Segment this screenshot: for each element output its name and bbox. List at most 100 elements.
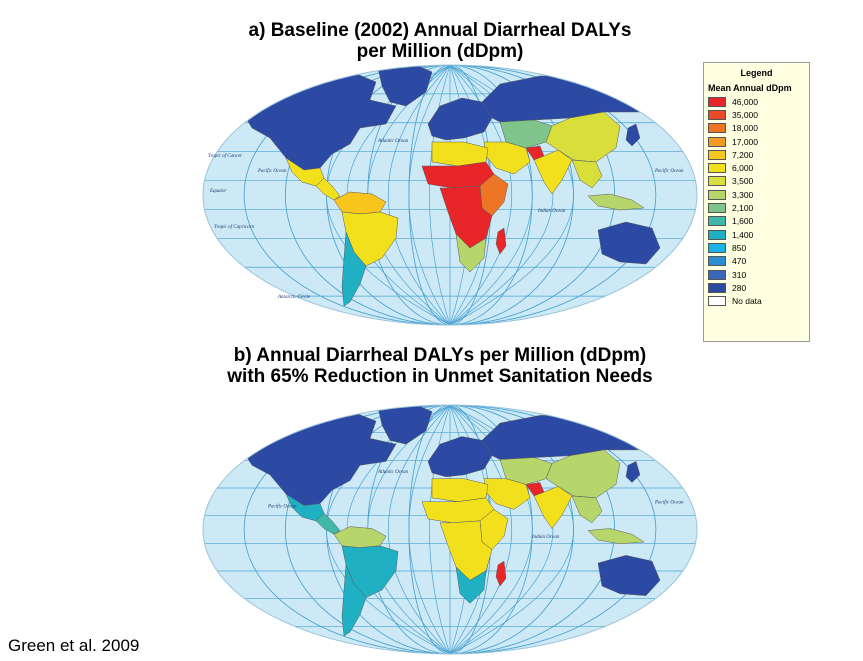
legend-item: 1,400	[704, 228, 809, 241]
map-a-title-line2: per Million (dDpm)	[356, 41, 524, 62]
legend-label: 7,200	[732, 149, 754, 160]
legend-label: 1,400	[732, 229, 754, 240]
legend-swatch	[708, 282, 726, 293]
legend-label: 1,600	[732, 216, 754, 227]
legend-swatch	[708, 149, 726, 160]
legend-item: 850	[704, 241, 809, 254]
legend-item: 46,000	[704, 95, 809, 108]
legend-label: 3,500	[732, 176, 754, 187]
ocean-label: Atlantic Ocean	[377, 470, 409, 475]
legend-swatch	[708, 96, 726, 107]
region-central-america	[315, 177, 341, 201]
legend-label: 46,000	[732, 96, 758, 107]
region-middle-east	[483, 141, 531, 175]
legend-label: 18,000	[732, 123, 758, 134]
legend-item: 7,200	[704, 148, 809, 161]
citation: Green et al. 2009	[8, 636, 140, 655]
region-china	[545, 449, 621, 499]
legend-item: 6,000	[704, 161, 809, 174]
region-southeast-asia	[571, 159, 603, 189]
map-a-title-line1: a) Baseline (2002) Annual Diarrheal DALY…	[248, 20, 632, 41]
region-india	[533, 486, 573, 529]
legend-swatch	[708, 203, 726, 214]
region-indonesia	[587, 193, 645, 211]
region-australia	[597, 221, 661, 265]
legend-label: 6,000	[732, 163, 754, 174]
legend-swatch	[708, 242, 726, 253]
land	[239, 405, 661, 637]
legend-item: 3,300	[704, 188, 809, 201]
legend-title: Legend	[740, 68, 773, 78]
region-europe	[427, 436, 493, 478]
region-southern-africa	[455, 233, 487, 273]
region-indonesia	[587, 528, 645, 545]
region-china	[545, 111, 621, 163]
legend-label: 470	[732, 256, 747, 267]
ocean-label: Pacific Ocean	[267, 504, 297, 509]
map-a-baseline: Atlantic Ocean Pacific Ocean Indian Ocean P…	[202, 64, 698, 326]
region-south-america-south	[341, 231, 367, 307]
legend-swatch	[708, 176, 726, 187]
ocean-label: Indian Ocean	[531, 535, 560, 540]
legend-swatch	[708, 269, 726, 280]
legend: Legend Mean Annual dDpm 46,000 35,000 18,0…	[703, 62, 810, 342]
legend-swatch	[708, 189, 726, 200]
legend-swatch	[708, 216, 726, 227]
map-b-title-line1: b) Annual Diarrheal DALYs per Million (d…	[233, 345, 647, 366]
legend-item: No data	[704, 294, 809, 307]
legend-label: No data	[732, 296, 762, 307]
ocean-label: Tropic of Capricorn	[214, 225, 255, 230]
legend-label: 850	[732, 242, 747, 253]
ocean-label: Tropic of Cancer	[208, 154, 242, 159]
region-australia	[597, 555, 661, 596]
map-b-reduction: Atlantic Ocean Pacific Ocean Indian Ocean P…	[202, 404, 698, 655]
ocean-label: Atlantic Ocean	[377, 139, 409, 144]
region-southeast-asia	[571, 495, 603, 524]
legend-swatch	[708, 163, 726, 174]
legend-label: 3,300	[732, 189, 754, 200]
region-japan	[625, 123, 641, 147]
region-southern-africa	[455, 566, 487, 604]
legend-items: 46,000 35,000 18,000 17,000 7,200 6,000 3,500 3…	[704, 95, 809, 308]
ocean-label: Pacific Ocean	[257, 169, 287, 174]
region-south-america-south	[341, 564, 367, 637]
map-frame	[202, 404, 698, 655]
legend-label: 280	[732, 282, 747, 293]
legend-item: 470	[704, 255, 809, 268]
legend-item: 1,600	[704, 215, 809, 228]
legend-swatch	[708, 256, 726, 267]
region-central-america	[315, 512, 341, 535]
legend-item: 280	[704, 281, 809, 294]
legend-swatch	[708, 136, 726, 147]
region-japan	[625, 461, 641, 483]
legend-swatch	[708, 296, 726, 307]
region-madagascar	[495, 227, 507, 255]
legend-swatch	[708, 109, 726, 120]
region-madagascar	[495, 560, 507, 587]
map-b-title: b) Annual Diarrheal DALYs per Million (d…	[160, 345, 720, 387]
map-b-title-line2: with 65% Reduction in Unmet Sanitation N…	[227, 366, 653, 387]
region-europe	[427, 97, 493, 141]
region-middle-east	[483, 478, 531, 510]
legend-swatch	[708, 229, 726, 240]
ocean-label: Pacific Ocean	[654, 169, 684, 174]
legend-item: 310	[704, 268, 809, 281]
legend-item: 2,100	[704, 201, 809, 214]
ocean-label: Antarctic Circle	[277, 295, 311, 300]
legend-subtitle: Mean Annual dDpm	[708, 83, 792, 93]
region-central-africa	[439, 520, 493, 581]
region-central-africa	[439, 185, 493, 249]
legend-swatch	[708, 123, 726, 134]
legend-label: 35,000	[732, 109, 758, 120]
legend-label: 2,100	[732, 203, 754, 214]
legend-label: 17,000	[732, 136, 758, 147]
legend-item: 35,000	[704, 108, 809, 121]
map-a-title: a) Baseline (2002) Annual Diarrheal DALY…	[180, 20, 700, 62]
ocean-label: Equator	[209, 189, 226, 194]
ocean-label: Pacific Ocean	[654, 501, 684, 506]
legend-item: 18,000	[704, 122, 809, 135]
legend-item: 17,000	[704, 135, 809, 148]
legend-item: 3,500	[704, 175, 809, 188]
region-india	[533, 149, 573, 195]
map-frame	[202, 64, 698, 326]
